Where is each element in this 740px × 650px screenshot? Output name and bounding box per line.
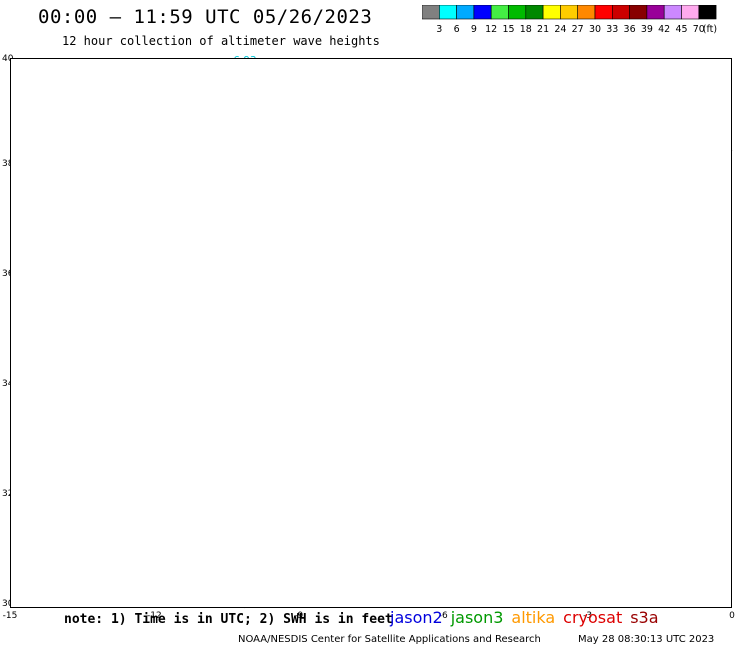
colorbar-tick-label: 45 [675, 24, 687, 35]
legend-entry-altika: altika [511, 608, 556, 627]
map-frame [10, 58, 732, 608]
colorbar-tick-label: 24 [554, 24, 566, 35]
generated-timestamp: May 28 08:30:13 UTC 2023 [578, 634, 715, 645]
lon-tick-label: -9 [294, 611, 303, 621]
lon-tick-label: -3 [583, 611, 592, 621]
legend-entry-jason2: jason2 [390, 608, 443, 627]
lat-tick-label: 34 [2, 379, 14, 389]
colorbar-tick-label: 27 [572, 24, 584, 35]
colorbar-tick-label: 9 [471, 24, 477, 35]
colorbar-tick-label: 3 [436, 24, 442, 35]
colorbar-tick-label: 42 [658, 24, 670, 35]
colorbar-tick-label: 21 [537, 24, 549, 35]
lat-tick-label: 36 [2, 269, 14, 279]
units-note: note: 1) Time is in UTC; 2) SWH is in fe… [64, 612, 393, 627]
lat-tick-label: 38 [2, 159, 14, 169]
colorbar-tick-label: 18 [520, 24, 532, 35]
legend-entry-cryosat: cryosat [563, 608, 623, 627]
colorbar-tick-label: 30 [589, 24, 601, 35]
satellite-legend: jason2 jason3 altika cryosat s3a [390, 608, 667, 627]
colorbar-tick-label: 39 [641, 24, 653, 35]
colorbar-tick-label: 70 [693, 24, 705, 35]
lon-tick-label: -12 [147, 611, 162, 621]
lon-tick-label: -15 [3, 611, 18, 621]
legend-entry-s3a: s3a [630, 608, 659, 627]
lon-tick-label: 0 [729, 611, 735, 621]
colorbar-tick-label: 36 [624, 24, 636, 35]
legend-entry-jason3: jason3 [450, 608, 504, 627]
lat-tick-label: 30 [2, 599, 14, 609]
wave-height-colorbar: 3 6 9 12 15 18 21 24 27 30 33 36 39 42 45 70(ft) [422, 5, 717, 35]
map-subtitle: 12 hour collection of altimeter wave hei… [62, 34, 380, 48]
map-title: 00:00 – 11:59 UTC 05/26/2023 [38, 6, 373, 28]
colorbar-swatch [698, 5, 717, 20]
colorbar-tick-label: 33 [606, 24, 618, 35]
lat-tick-label: 32 [2, 489, 13, 499]
colorbar-tick-label: 6 [454, 24, 460, 35]
colorbar-tick-label: 15 [502, 24, 514, 35]
colorbar-tick-label: 12 [485, 24, 497, 35]
lat-tick-label: 40 [2, 54, 14, 64]
credit-line: NOAA/NESDIS Center for Satellite Applica… [238, 634, 541, 645]
colorbar-unit: (ft) [703, 24, 717, 35]
lon-tick-label: -6 [439, 611, 448, 621]
